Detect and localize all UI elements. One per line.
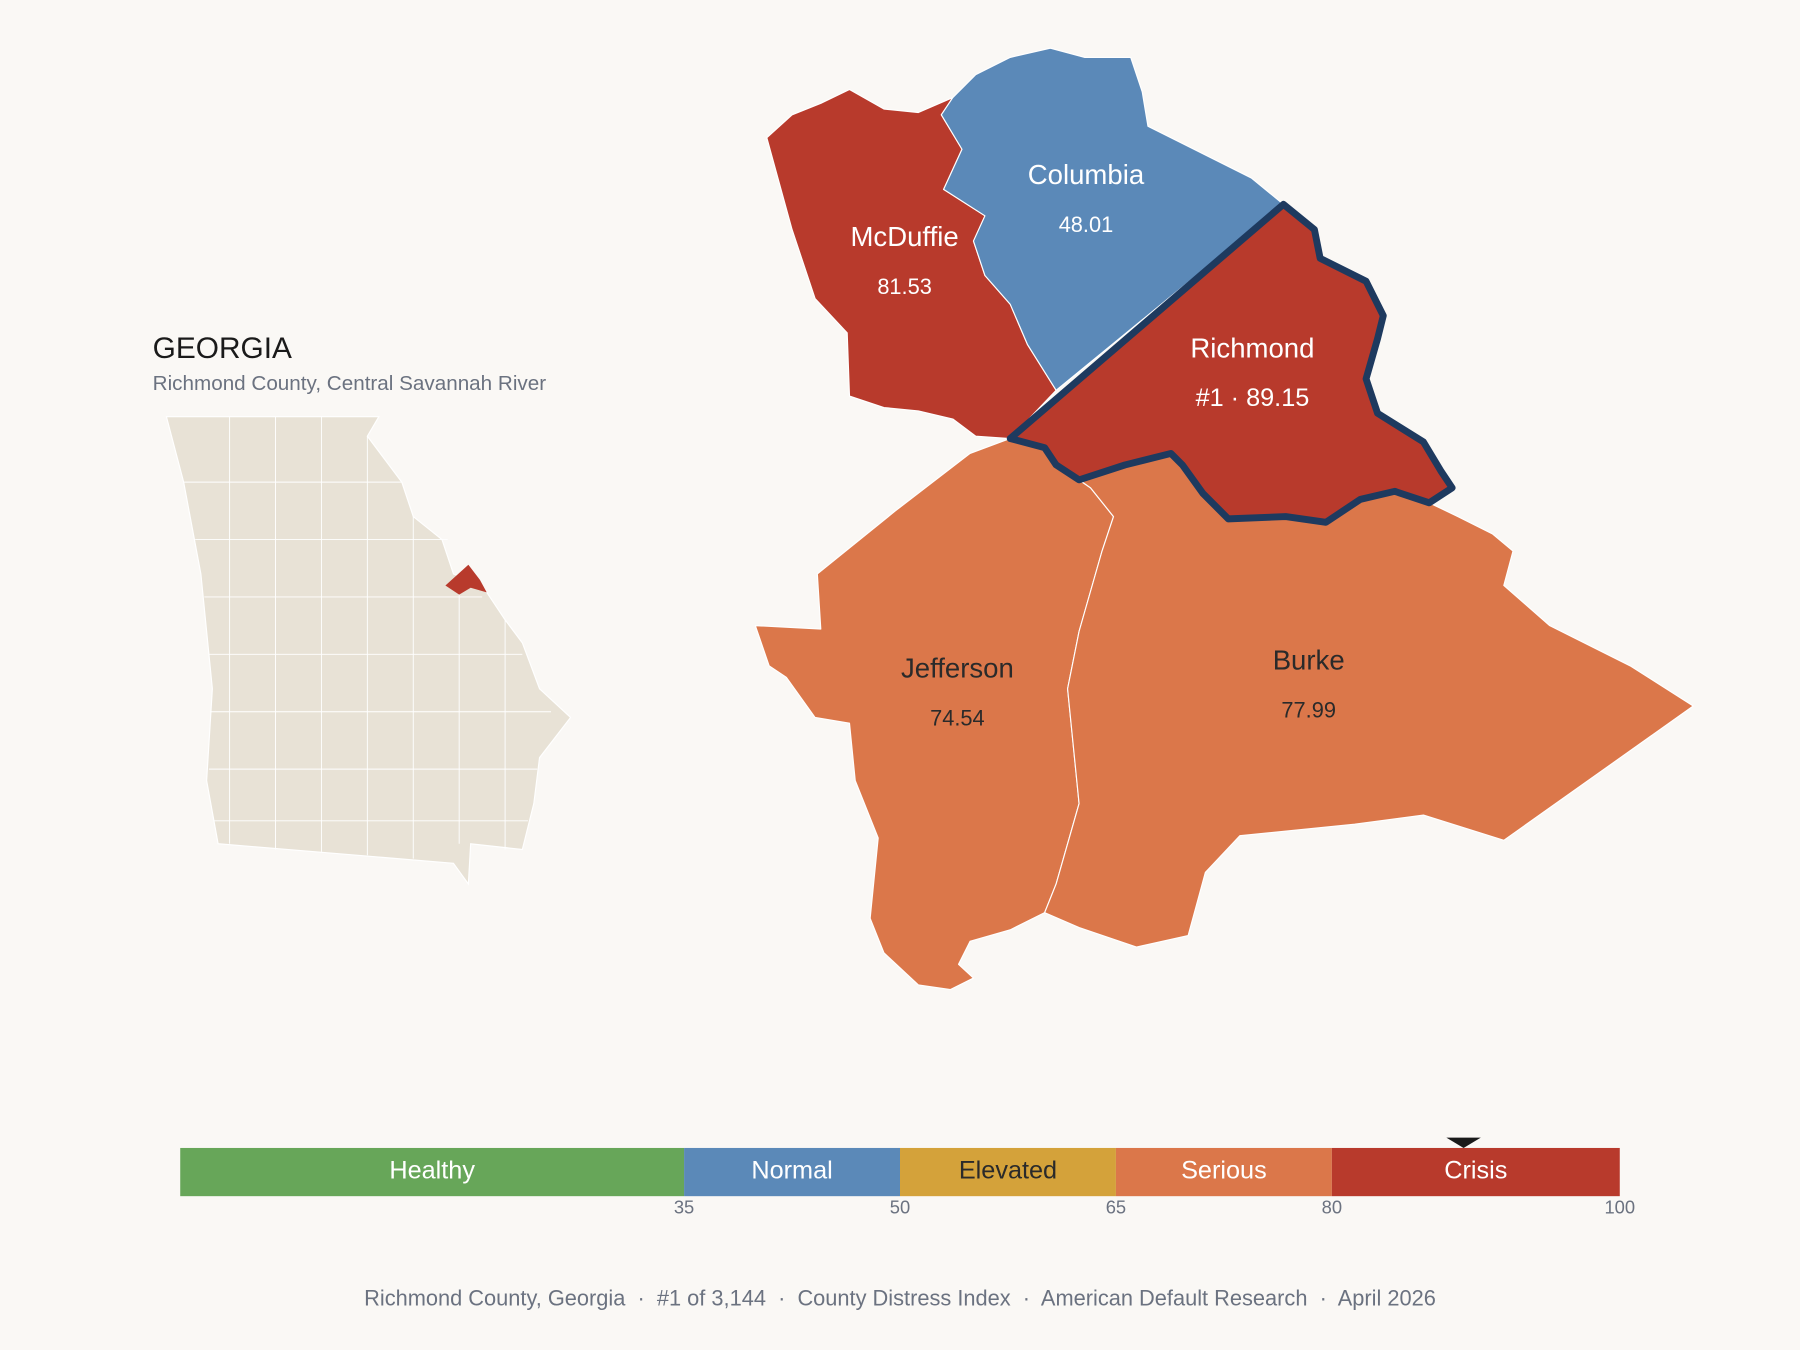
county-name: McDuffie — [850, 221, 958, 252]
state-subtitle: Richmond County, Central Savannah River — [153, 372, 547, 395]
county-name: Richmond — [1190, 332, 1314, 363]
legend-label: Normal — [751, 1157, 832, 1185]
county-borders — [183, 416, 552, 859]
county-grid — [183, 416, 552, 859]
counties — [754, 47, 1694, 991]
state-title: GEORGIA — [153, 332, 292, 365]
county-value: 77.99 — [1281, 698, 1336, 723]
county — [1006, 200, 1456, 526]
inset-highlight — [445, 564, 487, 595]
legend-band — [684, 1147, 900, 1197]
legend-tick: 65 — [1106, 1197, 1126, 1218]
legend-label: Crisis — [1444, 1157, 1507, 1185]
county-value: 81.53 — [877, 274, 932, 299]
legend-tick: 50 — [890, 1197, 910, 1218]
legend-label: Elevated — [959, 1157, 1057, 1185]
county-name: Jefferson — [901, 653, 1014, 684]
county — [940, 47, 1284, 391]
legend-band — [1115, 1147, 1332, 1197]
county-name: Burke — [1273, 645, 1345, 676]
county-value: #1 · 89.15 — [1196, 384, 1310, 412]
state-outline — [165, 416, 572, 886]
legend-band — [1331, 1147, 1620, 1197]
county-value: 74.54 — [930, 706, 985, 731]
footer: Richmond County, Georgia · #1 of 3,144 ·… — [364, 1285, 1436, 1310]
legend-label: Serious — [1181, 1157, 1267, 1185]
legend-marker — [1446, 1137, 1481, 1148]
county-value: 48.01 — [1059, 212, 1114, 237]
legend-tick: 100 — [1604, 1197, 1635, 1218]
legend-label: Healthy — [389, 1157, 475, 1185]
legend-band — [180, 1147, 685, 1197]
legend-tick: 35 — [674, 1197, 694, 1218]
legend-band — [900, 1147, 1116, 1197]
legend-tick: 80 — [1322, 1197, 1342, 1218]
county-name: Columbia — [1028, 159, 1145, 190]
